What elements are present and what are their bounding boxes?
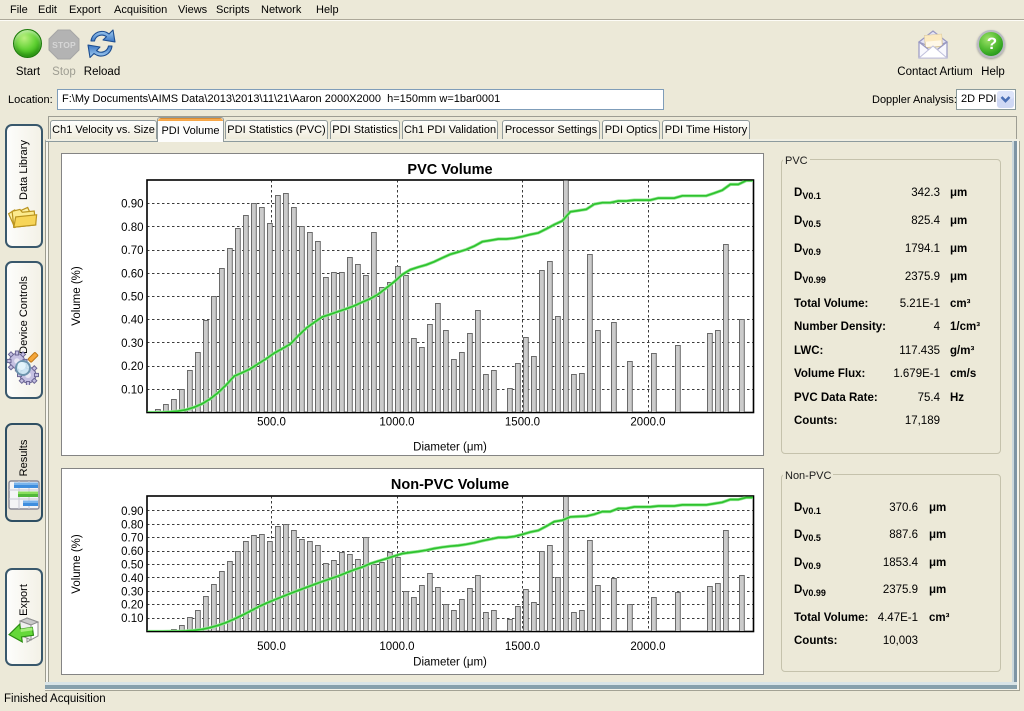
svg-text:0.50: 0.50 (121, 560, 143, 572)
svg-text:Diameter (μm): Diameter (μm) (413, 442, 487, 454)
svg-text:Volume (%): Volume (%) (71, 534, 83, 594)
svg-text:0.10: 0.10 (121, 384, 143, 396)
svg-text:Volume (%): Volume (%) (71, 266, 83, 326)
svg-text:0.50: 0.50 (121, 292, 143, 304)
svg-text:0.20: 0.20 (121, 361, 143, 373)
svg-text:0.60: 0.60 (121, 268, 143, 280)
svg-text:500.0: 500.0 (257, 641, 286, 653)
svg-text:1000.0: 1000.0 (379, 641, 414, 653)
svg-text:Non-PVC Volume: Non-PVC Volume (391, 477, 509, 493)
svg-text:0.30: 0.30 (121, 338, 143, 350)
svg-text:0.40: 0.40 (121, 315, 143, 327)
svg-text:0.20: 0.20 (121, 600, 143, 612)
svg-text:1000.0: 1000.0 (379, 417, 414, 429)
svg-text:1500.0: 1500.0 (505, 641, 540, 653)
svg-text:0.90: 0.90 (121, 199, 143, 211)
svg-text:0.30: 0.30 (121, 586, 143, 598)
svg-text:1500.0: 1500.0 (505, 417, 540, 429)
svg-text:0.40: 0.40 (121, 573, 143, 585)
svg-text:STOP: STOP (52, 40, 76, 50)
svg-text:0.80: 0.80 (121, 222, 143, 234)
svg-text:0.10: 0.10 (121, 613, 143, 625)
svg-text:0.80: 0.80 (121, 519, 143, 531)
svg-text:0.90: 0.90 (121, 506, 143, 518)
svg-text:2000.0: 2000.0 (630, 641, 665, 653)
svg-text:500.0: 500.0 (257, 417, 286, 429)
svg-text:Diameter (μm): Diameter (μm) (413, 657, 487, 669)
svg-text:0.70: 0.70 (121, 245, 143, 257)
svg-text:PVC Volume: PVC Volume (407, 162, 492, 178)
svg-text:0.60: 0.60 (121, 546, 143, 558)
svg-text:2000.0: 2000.0 (630, 417, 665, 429)
svg-text:0.70: 0.70 (121, 533, 143, 545)
